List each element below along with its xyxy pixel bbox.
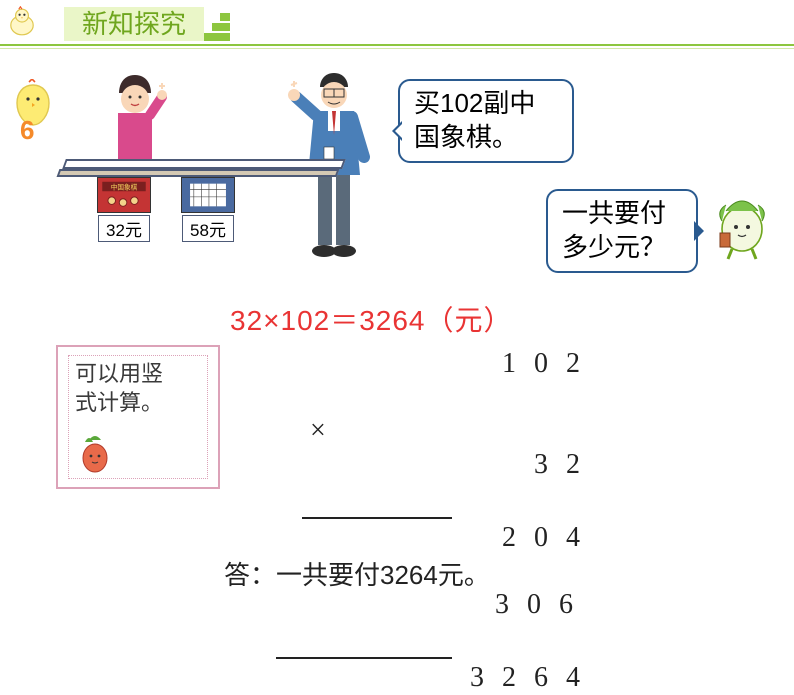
product-go: 58元 (178, 177, 238, 242)
calc-r2: 32 (534, 449, 598, 480)
sb2-line2: 多少元？ (562, 232, 666, 262)
speech-bubble-1: 买102副中 国象棋。 (398, 79, 574, 163)
product-chess: 中国象棋 32元 (94, 177, 154, 242)
calc-r5: 3264 (312, 661, 598, 695)
counter-top (62, 159, 346, 169)
counter-front (57, 169, 340, 177)
speech-bubble-2: 一共要付 多少元？ (546, 189, 698, 273)
equation: 32×102＝3264（元） (230, 299, 513, 339)
divider-dark (0, 44, 794, 46)
price-tag-2: 58元 (182, 215, 234, 242)
calc-line-1 (302, 517, 452, 519)
content-area: 6 (0, 49, 794, 597)
stair-decor-icon (204, 11, 230, 41)
vertical-calculation: 102 × 32 204 306 3264 (312, 347, 598, 695)
shop-scene: 中国象棋 32元 58元 (64, 69, 404, 259)
tip-box: 可以用竖 式计算。 (56, 345, 220, 489)
radish-character-icon (75, 434, 115, 474)
answer-text: 答：一共要付3264元。 (224, 555, 490, 592)
sb1-line1: 买102副中 (414, 88, 535, 118)
chick-decor-icon (6, 6, 38, 38)
calc-r1: 102 (312, 347, 598, 381)
calc-op: × (310, 414, 344, 448)
price-tag-1: 32元 (98, 215, 150, 242)
question-number: 6 (20, 115, 34, 146)
lady-icon (100, 71, 170, 159)
section-title: 新知探究 (64, 7, 204, 41)
calc-line-2 (276, 657, 452, 659)
header-bar: 新知探究 (0, 0, 794, 44)
calc-r3: 204 (312, 521, 598, 555)
sb1-line2: 国象棋。 (414, 122, 518, 152)
sb2-line1: 一共要付 (562, 198, 666, 228)
header-tab-wrap: 新知探究 (64, 3, 230, 41)
tip-line2: 式计算。 (75, 390, 163, 415)
cabbage-character-icon (712, 191, 772, 261)
svg-text:中国象棋: 中国象棋 (111, 182, 138, 191)
tip-line1: 可以用竖 (75, 361, 163, 386)
